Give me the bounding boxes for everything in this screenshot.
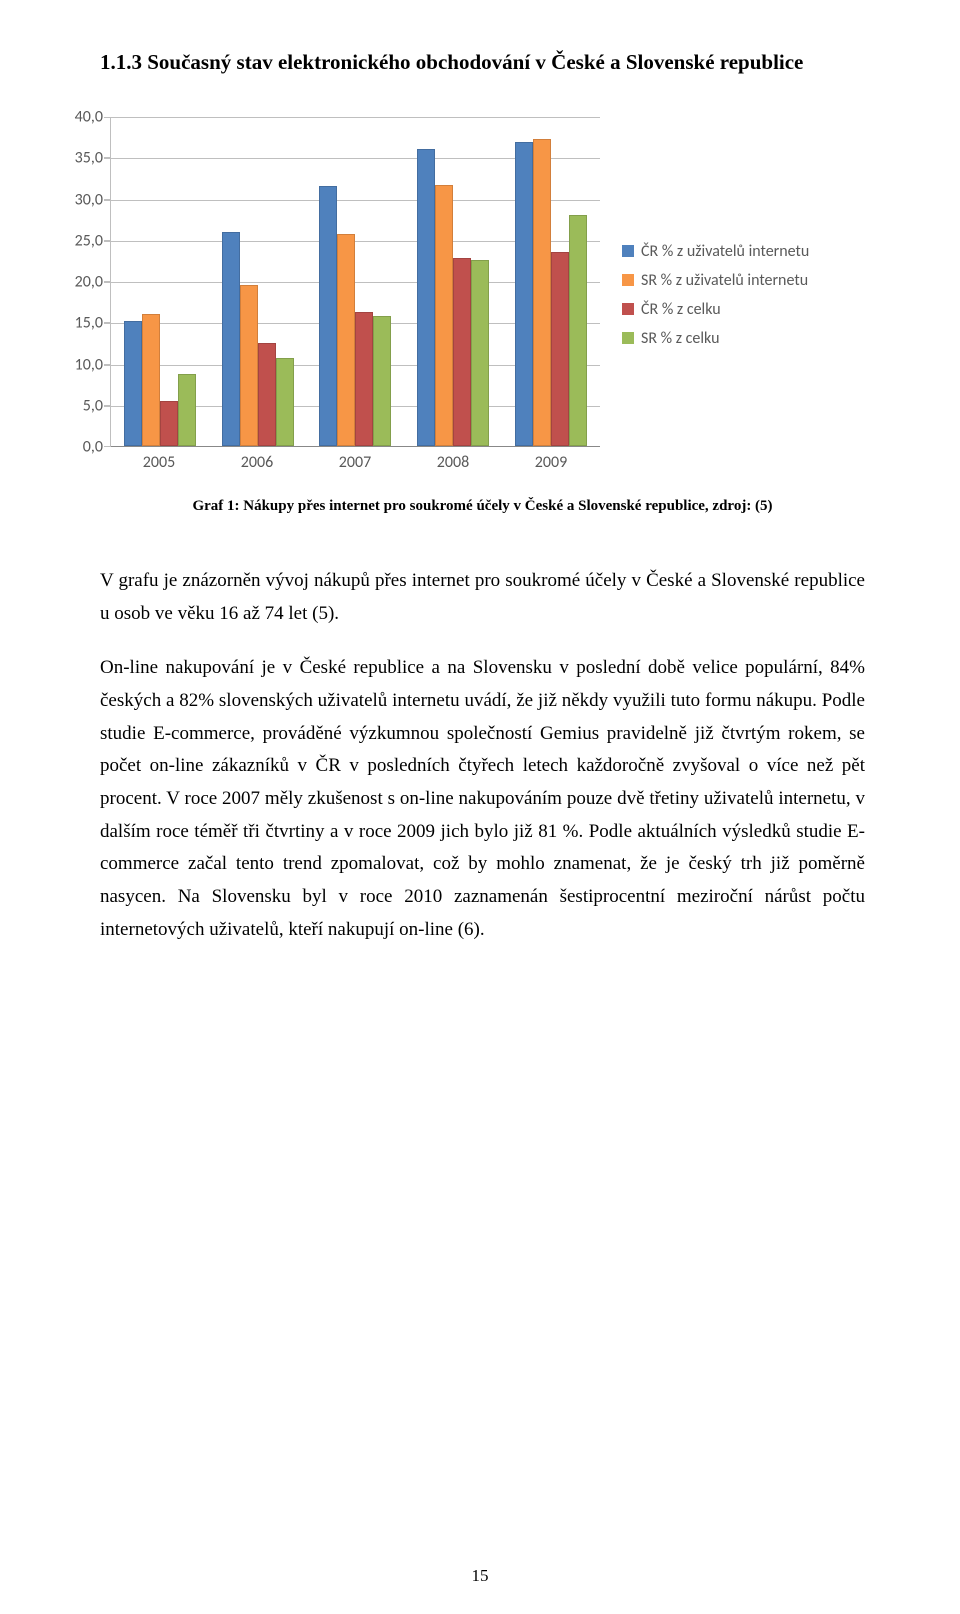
legend-label: ČR % z celku: [641, 300, 721, 319]
bar: [417, 149, 435, 446]
legend-label: SR % z uživatelů internetu: [641, 271, 808, 290]
bar: [337, 234, 355, 446]
bar-group: [209, 117, 307, 446]
bar: [355, 312, 373, 446]
section-heading: 1.1.3 Současný stav elektronického obcho…: [100, 50, 865, 75]
y-tick-box: [104, 323, 111, 364]
bar: [533, 139, 551, 446]
bar-chart: 0,05,010,015,020,025,030,035,040,0 20052…: [110, 117, 600, 472]
bar: [569, 215, 587, 446]
legend-label: SR % z celku: [641, 329, 720, 348]
bar-group: [502, 117, 600, 446]
x-tick-label: 2008: [404, 453, 502, 472]
y-tick-box: [104, 117, 111, 158]
bar: [142, 314, 160, 446]
y-tick-box: [104, 158, 111, 199]
legend-item: SR % z uživatelů internetu: [622, 271, 809, 290]
legend-swatch: [622, 332, 634, 344]
legend-item: ČR % z uživatelů internetu: [622, 242, 809, 261]
y-tick-box: [104, 406, 111, 447]
bar: [471, 260, 489, 446]
bar: [515, 142, 533, 446]
legend-swatch: [622, 274, 634, 286]
legend-item: SR % z celku: [622, 329, 809, 348]
bars-row: [111, 117, 600, 446]
page-number: 15: [0, 1566, 960, 1586]
paragraph: V grafu je znázorněn vývoj nákupů přes i…: [100, 565, 865, 630]
legend-label: ČR % z uživatelů internetu: [641, 242, 809, 261]
body-text: V grafu je znázorněn vývoj nákupů přes i…: [100, 565, 865, 946]
bar-group: [404, 117, 502, 446]
legend-swatch: [622, 245, 634, 257]
bar: [453, 258, 471, 446]
bar-group: [111, 117, 209, 446]
y-tick-box: [104, 365, 111, 406]
paragraph: On-line nakupování je v České republice …: [100, 652, 865, 946]
chart-legend: ČR % z uživatelů internetu SR % z uživate…: [622, 232, 809, 358]
y-tick-box: [104, 200, 111, 241]
x-tick-label: 2005: [110, 453, 208, 472]
bar: [551, 252, 569, 446]
bar: [319, 186, 337, 446]
x-tick-label: 2006: [208, 453, 306, 472]
bar: [222, 232, 240, 447]
x-tick-label: 2009: [502, 453, 600, 472]
bar: [160, 401, 178, 446]
bar: [373, 316, 391, 446]
chart-container: 0,05,010,015,020,025,030,035,040,0 20052…: [110, 117, 865, 472]
y-tick-box: [104, 241, 111, 282]
bar-group: [307, 117, 405, 446]
bar: [178, 374, 196, 446]
legend-swatch: [622, 303, 634, 315]
bar: [124, 321, 142, 446]
y-tick-box: [104, 282, 111, 323]
legend-item: ČR % z celku: [622, 300, 809, 319]
chart-caption: Graf 1: Nákupy přes internet pro soukrom…: [100, 498, 865, 515]
bar: [435, 185, 453, 446]
bar: [258, 343, 276, 446]
x-tick-label: 2007: [306, 453, 404, 472]
bar: [276, 358, 294, 446]
bar: [240, 285, 258, 446]
